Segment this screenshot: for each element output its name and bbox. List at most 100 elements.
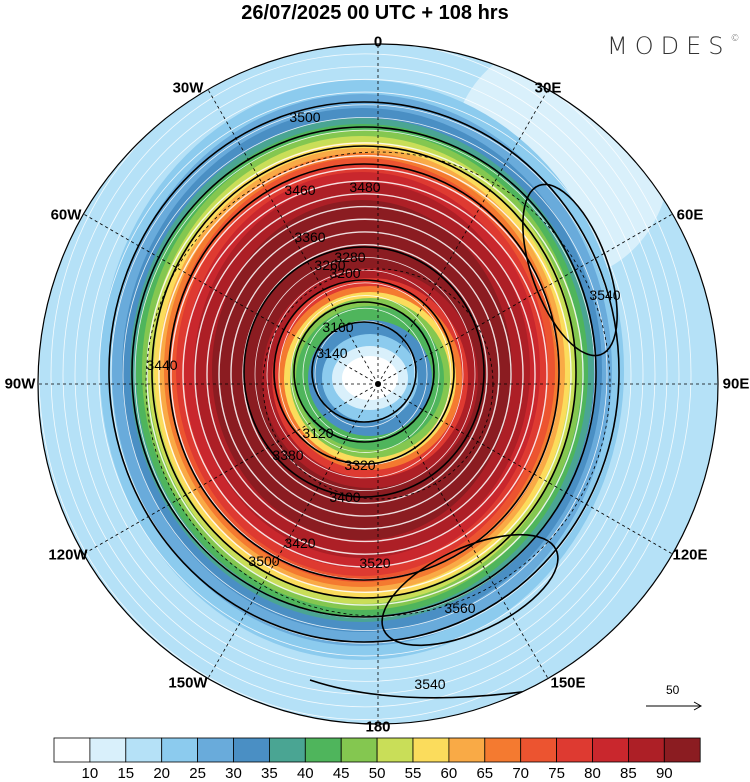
streamline [50, 44, 680, 708]
longitude-label: 90W [4, 375, 36, 393]
contour-line [293, 301, 435, 443]
meridian-line [377, 89, 549, 385]
copyright-mark: © [730, 34, 740, 44]
map-title: 26/07/2025 00 UTC + 108 hrs [241, 2, 509, 24]
colorbar-swatch [556, 737, 593, 763]
streamline [122, 117, 608, 631]
streamline [86, 78, 644, 670]
map-boundary [37, 43, 719, 725]
streamline [98, 91, 632, 657]
contour-label: 3400 [329, 489, 360, 505]
latitude-circle [262, 268, 494, 500]
contour-label: 3320 [344, 457, 375, 473]
arrow-right-icon [646, 701, 703, 711]
colorbar-swatch [592, 737, 629, 763]
colorbar-swatch [484, 737, 522, 763]
longitude-label: 120E [672, 546, 708, 564]
contour-label: 3200 [329, 265, 360, 281]
contour-label: 3140 [316, 345, 347, 361]
colorbar-swatch [53, 737, 91, 763]
colorbar-tick-label: 70 [512, 765, 530, 782]
colorbar-swatch [161, 737, 198, 763]
colorbar-swatch [125, 737, 163, 763]
height-contours: 3500 3480 3460 3440 3420 3400 3380 3360 3320 3280… [108, 101, 641, 699]
streamline [182, 180, 548, 568]
colorbar-tick-label: 65 [476, 765, 494, 782]
south-pole-dot [375, 381, 381, 387]
colorbar-tick-label: 35 [261, 765, 278, 782]
colorbar-tick-label: 15 [117, 765, 135, 782]
colorbar-swatch [89, 737, 127, 763]
colorbar-swatch [628, 737, 665, 763]
streamline [230, 231, 500, 517]
contour-label: 3500 [248, 553, 279, 569]
meridian-line [83, 383, 379, 555]
longitude-label: 150W [168, 674, 208, 692]
streamline [62, 53, 668, 695]
streamline [302, 307, 428, 441]
contour-label: 3280 [334, 249, 365, 265]
streamline [134, 129, 596, 619]
meridian-line [377, 383, 673, 555]
colorbar-swatch [233, 737, 270, 763]
colorbar-tick-label: 60 [440, 765, 458, 782]
contour-label: 3500 [289, 109, 320, 125]
contour-label: 3540 [589, 287, 620, 303]
colorbar-swatch [197, 737, 234, 763]
colorbar-swatch [663, 737, 701, 763]
meridian-line [207, 383, 379, 679]
streamline [194, 193, 536, 555]
colorbar-tick-label: 40 [296, 765, 314, 782]
latitude-circle [145, 151, 611, 617]
streamline [254, 256, 476, 491]
colorbar-tick-label: 30 [225, 765, 242, 782]
graticule [38, 44, 718, 724]
meridian-line [83, 213, 379, 385]
longitude-label: 30W [172, 79, 204, 97]
colorbar-tick-label: 90 [655, 765, 673, 782]
contour-line [168, 163, 560, 581]
colorbar-tick-label: 50 [368, 765, 386, 782]
contour-label: 3440 [146, 357, 177, 373]
colorbar-tick-label: 10 [81, 765, 99, 782]
longitude-label: 180 [365, 718, 391, 736]
shade-band [342, 356, 398, 400]
contour-label: 3460 [284, 182, 315, 198]
longitude-label: 120W [48, 546, 88, 564]
streamline [74, 66, 656, 682]
colorbar-swatch [376, 737, 414, 763]
colorbar-swatch [448, 737, 486, 763]
modes-logo: MODES© [607, 32, 739, 60]
colorbar-tick-label: 85 [620, 765, 637, 782]
colorbar-tick-label: 20 [153, 765, 171, 782]
colorbar-swatch [520, 737, 558, 763]
meridian-line [377, 213, 673, 385]
streamline [218, 218, 512, 530]
contour-line [108, 101, 620, 643]
colorbar [53, 737, 701, 763]
colorbar-swatch [412, 737, 450, 763]
colorbar-swatch [340, 737, 378, 763]
contour-line [151, 145, 577, 599]
contour-label: 3160 [322, 319, 353, 335]
colorbar-tick-label: 80 [584, 765, 601, 782]
longitude-label: 0 [373, 33, 383, 51]
longitude-label: 30E [534, 79, 562, 97]
contour-label: 3260 [314, 257, 345, 273]
longitude-label: 150E [550, 674, 586, 692]
longitude-label: 60E [676, 206, 704, 224]
contour-label: 3480 [349, 179, 380, 195]
streamline [206, 205, 524, 543]
contour-label: 3120 [302, 425, 333, 441]
streamline [146, 142, 584, 606]
streamline [314, 320, 416, 428]
colorbar-tick-label: 75 [548, 765, 565, 782]
contour-label: 3360 [294, 229, 325, 245]
contour-label: 3420 [284, 535, 315, 551]
contour-line [273, 279, 455, 465]
contour-label: 3560 [444, 600, 475, 616]
streamline [242, 243, 488, 505]
streamline [38, 44, 692, 720]
contour-line [131, 126, 597, 618]
